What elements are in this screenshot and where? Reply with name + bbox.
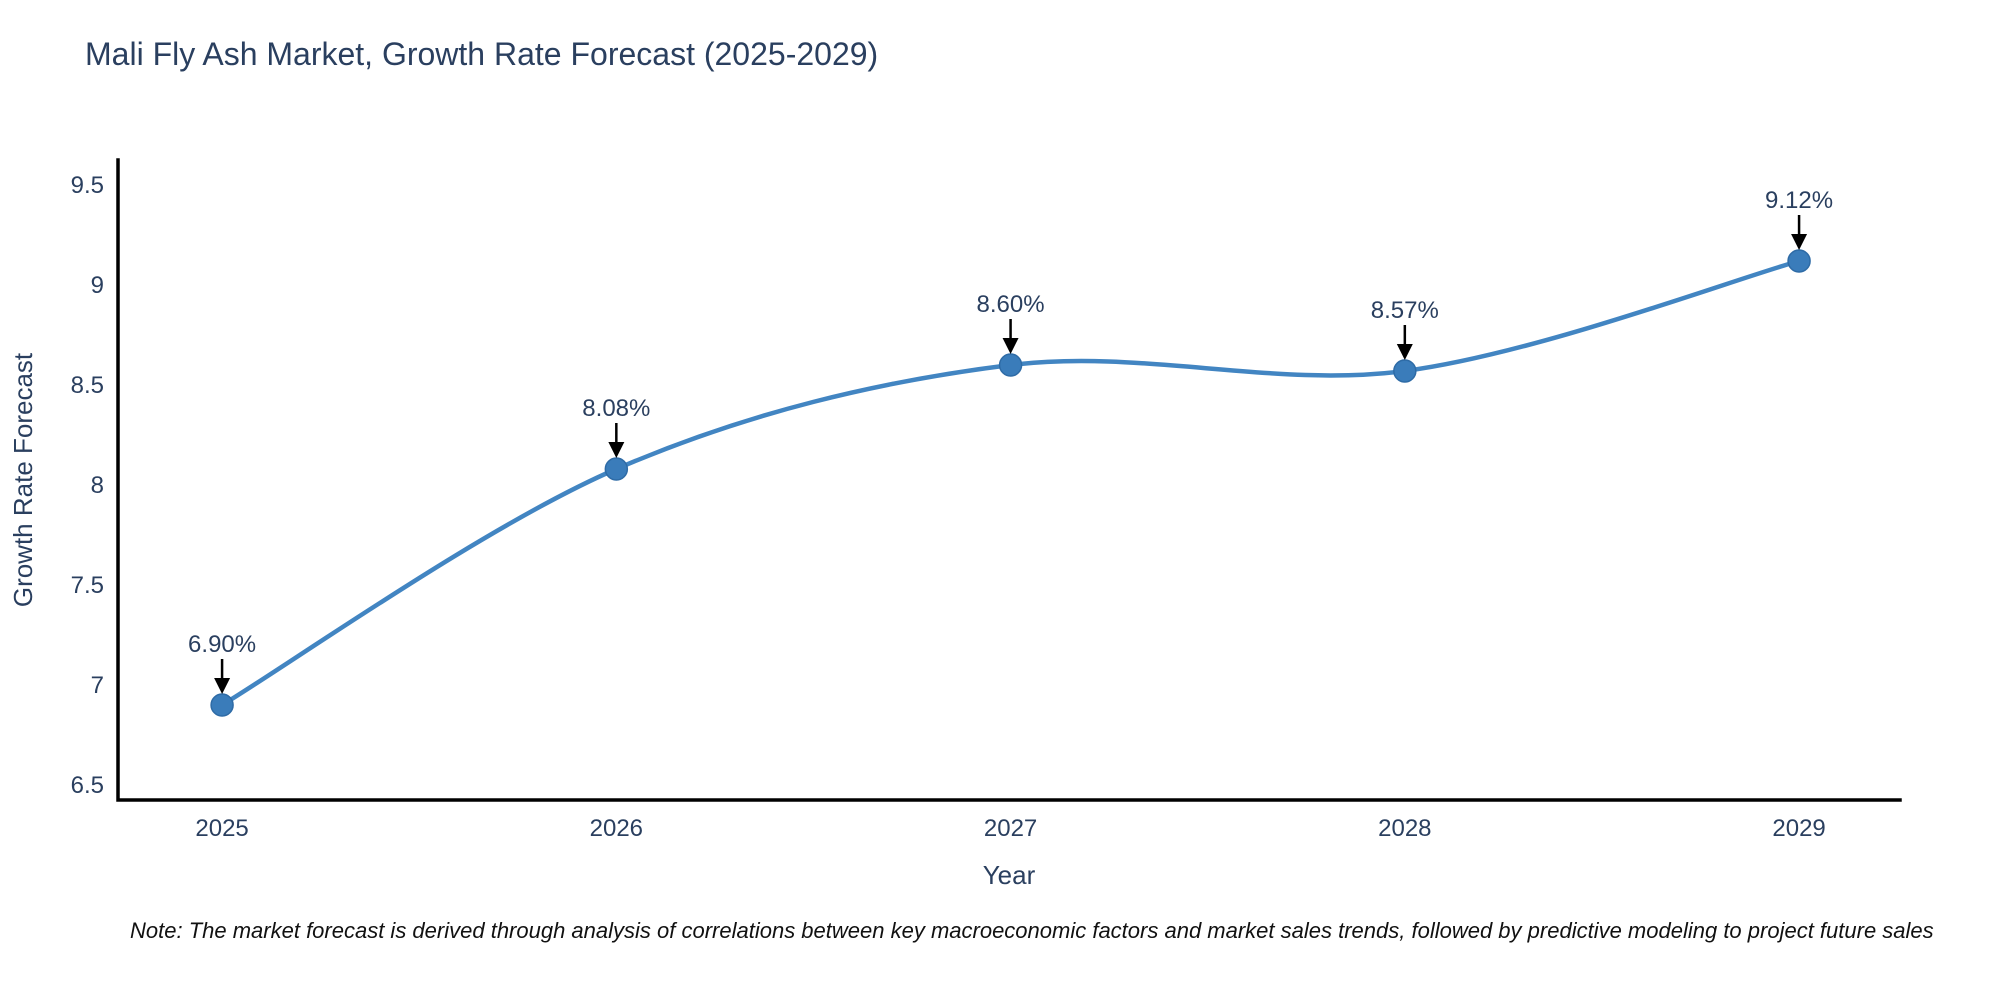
x-tick-label: 2028 — [1378, 815, 1431, 842]
data-point-label: 6.90% — [188, 631, 256, 658]
data-point-label: 8.57% — [1371, 297, 1439, 324]
data-point-label: 9.12% — [1765, 187, 1833, 214]
annotation-arrowhead-icon — [1791, 234, 1808, 250]
data-point-marker[interactable] — [210, 693, 234, 717]
x-tick-label: 2029 — [1772, 815, 1825, 842]
annotation-arrowhead-icon — [608, 442, 625, 458]
footnote: Note: The market forecast is derived thr… — [130, 918, 1934, 943]
x-tick-label: 2026 — [590, 815, 643, 842]
x-tick-label: 2025 — [195, 815, 248, 842]
axis-lines — [116, 158, 1902, 802]
annotation-arrowhead-icon — [214, 678, 231, 694]
data-point-marker[interactable] — [1787, 249, 1811, 273]
y-axis-title: Growth Rate Forecast — [8, 352, 38, 607]
chart-title: Mali Fly Ash Market, Growth Rate Forecas… — [85, 36, 879, 72]
x-axis-title: Year — [983, 860, 1036, 890]
data-point-label: 8.08% — [582, 395, 650, 422]
data-point-marker[interactable] — [604, 457, 629, 481]
data-point-marker[interactable] — [998, 353, 1023, 377]
y-tick-label: 8.5 — [71, 372, 104, 399]
annotation-arrowhead-icon — [1396, 344, 1413, 360]
annotation-arrowhead-icon — [1002, 338, 1019, 354]
y-tick-label: 7 — [91, 672, 104, 699]
y-tick-label: 9 — [91, 272, 104, 299]
data-point-label: 8.60% — [977, 291, 1045, 318]
y-tick-label: 6.5 — [71, 772, 104, 799]
y-tick-label: 7.5 — [71, 572, 104, 599]
data-point-marker[interactable] — [1393, 359, 1417, 383]
y-tick-label: 8 — [91, 472, 104, 499]
x-tick-label: 2027 — [984, 815, 1037, 842]
footnote-container: Note: The market forecast is derived thr… — [130, 918, 2000, 944]
y-tick-label: 9.5 — [71, 172, 104, 199]
